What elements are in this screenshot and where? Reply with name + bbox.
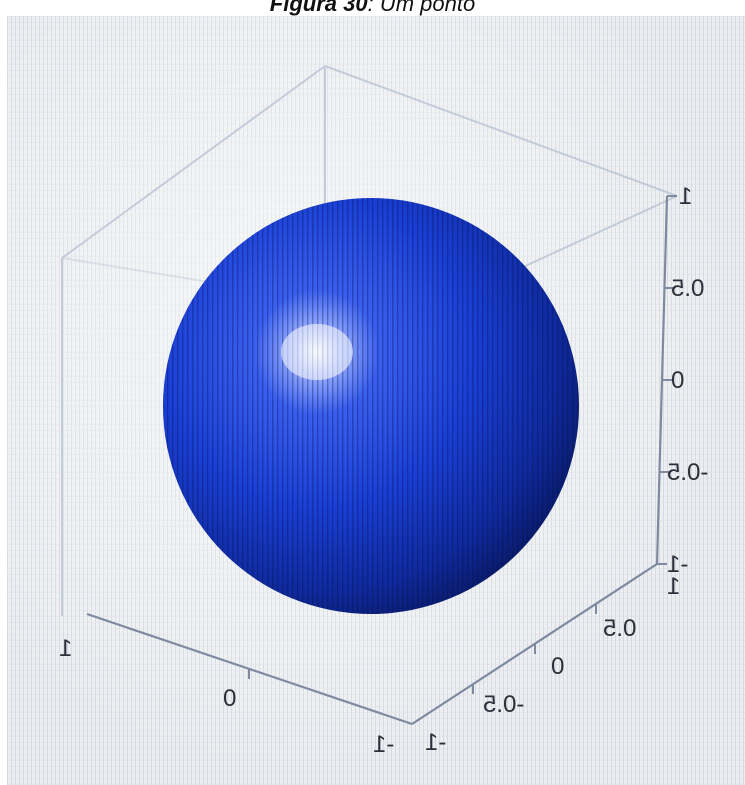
svg-text:0.5: 0.5: [671, 275, 704, 302]
figure-caption: Figura 30: Um ponto: [0, 0, 745, 17]
svg-text:0: 0: [551, 653, 564, 680]
figure-label: Figura 30: [269, 0, 368, 16]
z-tick-1: 1: [679, 183, 692, 210]
svg-text:-1: -1: [373, 731, 394, 758]
z-tick-0: 0: [671, 367, 684, 394]
y-tick-0: 0: [551, 653, 564, 680]
figure-title: Um ponto: [379, 0, 476, 16]
x-tick-0: 0: [223, 685, 236, 712]
svg-text:-1: -1: [667, 551, 688, 578]
svg-text:1: 1: [667, 573, 680, 600]
svg-text:0.5: 0.5: [603, 615, 636, 642]
plot-photo-svg: 1 0.5 0 -0.5 -1 1 0.5 0 -0.5 -1 1 0 -1: [7, 16, 745, 785]
svg-text:-0.5: -0.5: [667, 459, 708, 486]
z-tick-0-5: 0.5: [671, 275, 704, 302]
y-tick-1: 1: [667, 573, 680, 600]
svg-text:0: 0: [223, 685, 236, 712]
svg-text:-1: -1: [425, 729, 446, 756]
axes-tick-marks: [248, 195, 677, 694]
caption-separator: :: [367, 0, 374, 16]
svg-text:-0.5: -0.5: [483, 691, 524, 718]
photo-of-3d-plot: 1 0.5 0 -0.5 -1 1 0.5 0 -0.5 -1 1 0 -1: [7, 16, 745, 785]
x-tick-1: 1: [59, 635, 72, 662]
svg-text:0: 0: [671, 367, 684, 394]
z-tick-neg-1: -1: [667, 551, 688, 578]
x-tick-neg-1: -1: [373, 731, 394, 758]
y-tick-neg-1: -1: [425, 729, 446, 756]
svg-text:1: 1: [59, 635, 72, 662]
z-tick-neg-0-5: -0.5: [667, 459, 708, 486]
tick-labels: 1 0.5 0 -0.5 -1 1 0.5 0 -0.5 -1 1 0 -1: [59, 183, 708, 758]
y-tick-neg-0-5: -0.5: [483, 691, 524, 718]
sphere: [163, 198, 579, 614]
svg-text:1: 1: [679, 183, 692, 210]
y-tick-0-5: 0.5: [603, 615, 636, 642]
